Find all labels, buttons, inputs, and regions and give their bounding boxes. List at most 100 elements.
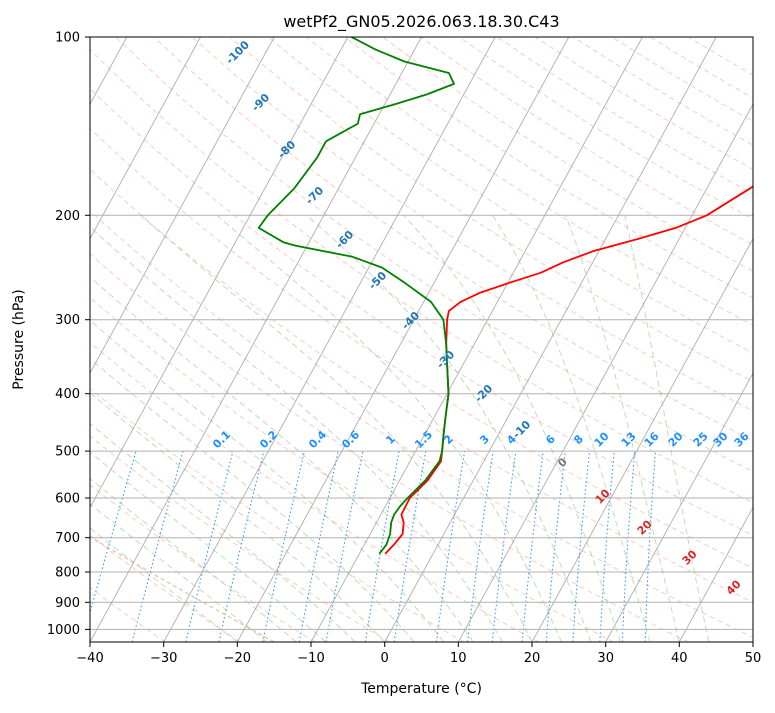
isotherm-label: -70 [303,184,326,207]
y-tick-label: 100 [55,31,80,46]
x-tick-label: −40 [76,651,103,666]
mixing-ratio-label: 0.2 [257,428,280,451]
x-tick-label: −10 [297,651,324,666]
dry-adiabat-line [0,37,688,642]
moist-adiabat-line [0,215,355,642]
mixing-ratio-label: 0.6 [339,428,362,451]
x-tick-label: −30 [150,651,177,666]
mixing-ratio-line [600,451,614,642]
mixing-ratio-label: 20 [666,429,686,449]
dry-adiabat-line [688,37,775,642]
mixing-ratio-label: 25 [691,430,711,450]
mixing-ratio-label: 36 [732,429,752,449]
y-tick-label: 1000 [47,623,80,638]
isotherm-line [90,37,422,642]
dewpoint-profile-line [259,37,454,554]
x-tick-label: 20 [524,651,541,666]
mixing-ratio-label: 1.5 [412,428,435,451]
isotherm-line [532,37,775,642]
dry-adiabat-line [459,37,775,642]
x-axis-title: Temperature (°C) [360,681,482,697]
isotherm-line [311,37,643,642]
y-tick-label: 700 [55,531,80,546]
dry-adiabat-line [268,37,775,642]
x-tick-label: 40 [671,651,688,666]
isotherm-label: -90 [249,91,272,114]
mixing-ratio-label: 6 [543,432,558,447]
moist-adiabat-line [566,215,680,642]
mixing-ratio-line [468,451,494,642]
x-tick-label: 0 [381,651,389,666]
mixing-ratio-label: 1 [383,432,398,447]
isotherm-label: -80 [275,138,298,161]
y-tick-label: 300 [55,313,80,328]
y-tick-label: 800 [55,566,80,581]
moist-adiabat-line [141,215,532,642]
y-tick-label: 400 [55,387,80,402]
line-labels: -100-90-80-70-60-50-40-30-20-10010203040… [210,38,752,598]
mixing-ratio-line [492,451,516,642]
mixing-ratio-line [436,451,464,642]
mixing-ratio-line [263,451,305,642]
y-tick-label: 900 [55,596,80,611]
y-tick-label: 600 [55,492,80,507]
dry-adiabat-line [497,37,775,642]
moist-adiabat-line [625,215,709,642]
isotherm-line [0,37,201,642]
isotherm-label: -30 [434,348,457,371]
dry-adiabat-line [421,37,775,642]
mixing-ratio-label: 3 [477,432,492,447]
warm-isotherm-label: 10 [593,486,613,506]
moist-adiabat-line [0,215,296,642]
dry-adiabat-line [0,37,613,642]
mixing-ratio-label: 0.1 [210,428,233,451]
x-tick-label: −20 [224,651,251,666]
dry-adiabat-line [345,37,775,642]
mixing-ratio-line [219,451,264,642]
mixing-ratio-line [365,451,399,642]
moist-adiabat-line [0,215,326,642]
dry-adiabat-line [307,37,775,642]
dry-adiabat-line [0,37,539,642]
dry-adiabat-line [39,37,775,642]
x-tick-label: 30 [597,651,614,666]
mixing-ratio-label: 8 [571,432,586,447]
x-tick-label: 50 [745,651,762,666]
isotherm-line [753,37,775,642]
y-tick-label: 500 [55,445,80,460]
y-tick-label: 200 [55,209,80,224]
warm-isotherm-label: 30 [680,547,700,567]
isotherm-label: -20 [472,382,495,405]
plot-frame [90,37,753,642]
isotherm-line [0,37,274,642]
dry-adiabat-line [0,37,240,642]
moist-adiabat-line [307,215,591,642]
isotherm-line [458,37,775,642]
isotherm-label: -40 [399,309,422,332]
mixing-ratio-label: 13 [619,430,639,450]
isotherm-label: -60 [333,228,356,251]
x-tick-label: 10 [450,651,467,666]
mixing-ratio-label: 30 [711,429,731,449]
chart-title: wetPf2_GN05.2026.063.18.30.C43 [283,12,559,32]
warm-isotherm-label: 40 [724,577,744,597]
warm-isotherm-label: 20 [635,517,655,537]
mixing-ratio-line [522,451,543,642]
isotherm-label-zero: 0 [555,455,570,470]
dry-adiabat-line [383,37,775,642]
dry-adiabat-line [0,37,389,642]
dry-adiabat-line [0,37,464,642]
y-axis-title: Pressure (hPa) [11,289,27,389]
tan-reference-curve [0,37,274,642]
mixing-ratio-line [622,451,634,642]
isotherm-line [385,37,717,642]
dry-adiabat-line [0,37,315,642]
isotherm-label: -100 [223,38,252,67]
mixing-ratio-label: 10 [592,429,612,449]
mixing-ratio-line [645,451,655,642]
mixing-ratio-label: 0.4 [306,428,329,451]
dry-adiabat-line [650,37,775,642]
